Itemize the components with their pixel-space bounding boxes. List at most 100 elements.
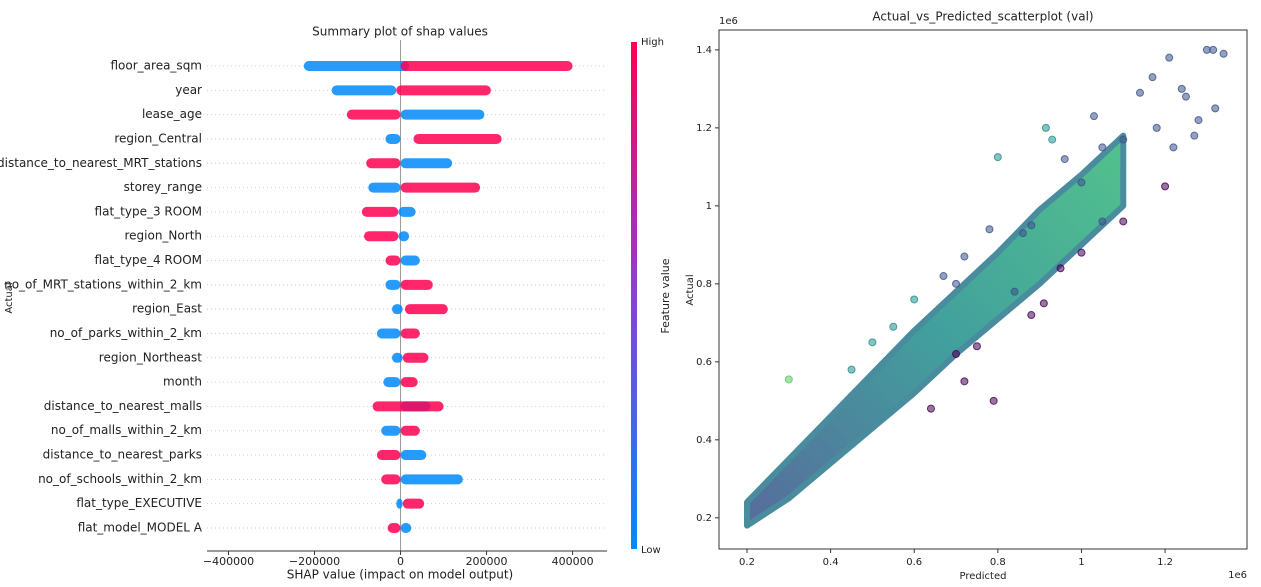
x-tick-label: 200000 <box>466 555 508 568</box>
shap-cluster <box>400 182 481 193</box>
point <box>1089 112 1098 121</box>
point <box>1056 264 1065 273</box>
point <box>1177 84 1186 93</box>
point <box>1060 155 1069 164</box>
feature-name: region_Central <box>114 131 202 145</box>
point <box>985 225 994 234</box>
x-tick-label: 0 <box>397 555 404 568</box>
feature-name: floor_area_sqm <box>111 59 203 73</box>
y-axis-label: Actual <box>685 274 696 305</box>
point <box>1190 131 1199 140</box>
shap-cluster <box>303 61 410 71</box>
feature-name: distance_to_nearest_MRT_stations <box>0 156 202 170</box>
point <box>1027 311 1036 320</box>
scatter-chart: Actual_vs_Predicted_scatterplot (val) 0.2… <box>685 10 1248 582</box>
feature-name: region_East <box>132 302 202 316</box>
shap-cluster <box>391 304 403 315</box>
y-offset: 1e6 <box>719 16 738 27</box>
shap-cluster <box>385 255 401 266</box>
y-tick-label: 0.4 <box>696 435 712 446</box>
shap-cluster <box>400 450 427 461</box>
axes-frame <box>718 29 1248 550</box>
x-tick-label: 0.2 <box>739 557 755 568</box>
shap-cluster <box>400 158 453 169</box>
shap-cluster <box>400 279 433 290</box>
shap-cluster <box>366 158 401 169</box>
point <box>1181 92 1190 101</box>
point <box>847 365 856 374</box>
shap-cluster <box>381 425 401 436</box>
point <box>939 272 948 281</box>
shap-cluster <box>400 109 485 120</box>
feature-name: flat_type_4 ROOM <box>95 253 202 267</box>
y-tick-label: 1.2 <box>696 123 712 134</box>
y-tick-label: 0.6 <box>696 357 712 368</box>
side-label: Actual <box>4 282 15 313</box>
point <box>1209 45 1218 54</box>
point <box>952 350 961 359</box>
point <box>1119 135 1128 144</box>
shap-cluster <box>400 474 463 485</box>
colorbar-high: High <box>641 37 664 48</box>
point <box>1077 248 1086 257</box>
feature-name: flat_type_3 ROOM <box>95 204 202 218</box>
shap-cluster <box>385 133 401 144</box>
x-tick-label: 400000 <box>552 555 594 568</box>
feature-name: distance_to_nearest_parks <box>43 448 202 462</box>
point <box>1211 104 1220 113</box>
shap-chart: Summary plot of shap values −400000 −20000… <box>0 25 672 582</box>
point <box>1098 217 1107 226</box>
point <box>1041 123 1050 132</box>
shap-cluster <box>398 231 410 242</box>
feature-name: no_of_malls_within_2_km <box>51 423 202 437</box>
shap-cluster <box>381 474 401 485</box>
density-band <box>744 132 1127 529</box>
point <box>1194 116 1203 125</box>
y-tick-label: 1 <box>706 201 712 212</box>
point <box>993 153 1002 162</box>
shap-cluster <box>400 377 418 388</box>
shap-cluster <box>400 255 420 266</box>
shap-cluster <box>404 304 448 315</box>
point <box>1119 217 1128 226</box>
point <box>989 396 998 405</box>
shap-cluster <box>376 328 401 339</box>
y-tick-label: 1.4 <box>696 45 712 56</box>
shap-cluster <box>331 85 397 96</box>
shap-cluster <box>376 450 401 461</box>
x-tick-label: 1.2 <box>1157 557 1173 568</box>
shap-cluster <box>398 206 416 217</box>
x-axis-label: Predicted <box>960 571 1007 582</box>
point <box>1161 182 1170 191</box>
x-tick-label: 1 <box>1078 557 1084 568</box>
shap-cluster <box>361 206 399 217</box>
shap-cluster <box>368 182 401 193</box>
point <box>889 322 898 331</box>
shap-cluster <box>400 523 412 533</box>
point <box>960 377 969 386</box>
feature-name: no_of_parks_within_2_km <box>50 326 202 340</box>
x-tick-label: 0.8 <box>990 557 1006 568</box>
y-tick-label: 0.2 <box>696 513 712 524</box>
shap-cluster <box>391 352 403 363</box>
shap-cluster <box>402 352 429 363</box>
point <box>926 404 935 413</box>
point <box>1077 178 1086 187</box>
shap-cluster <box>387 523 401 533</box>
point <box>1048 135 1057 144</box>
point <box>1219 49 1228 58</box>
shap-cluster <box>400 61 573 71</box>
point <box>972 342 981 351</box>
point <box>960 252 969 261</box>
feature-name: flat_model_MODEL A <box>78 521 203 535</box>
shap-cluster <box>383 377 401 388</box>
point <box>1010 287 1019 296</box>
point <box>910 295 919 304</box>
shap-cluster <box>346 109 401 120</box>
point <box>1152 123 1161 132</box>
feature-name: no_of_schools_within_2_km <box>38 472 202 486</box>
point <box>1148 73 1157 82</box>
feature-name: region_Northeast <box>99 350 203 364</box>
title: Actual_vs_Predicted_scatterplot (val) <box>872 10 1093 24</box>
